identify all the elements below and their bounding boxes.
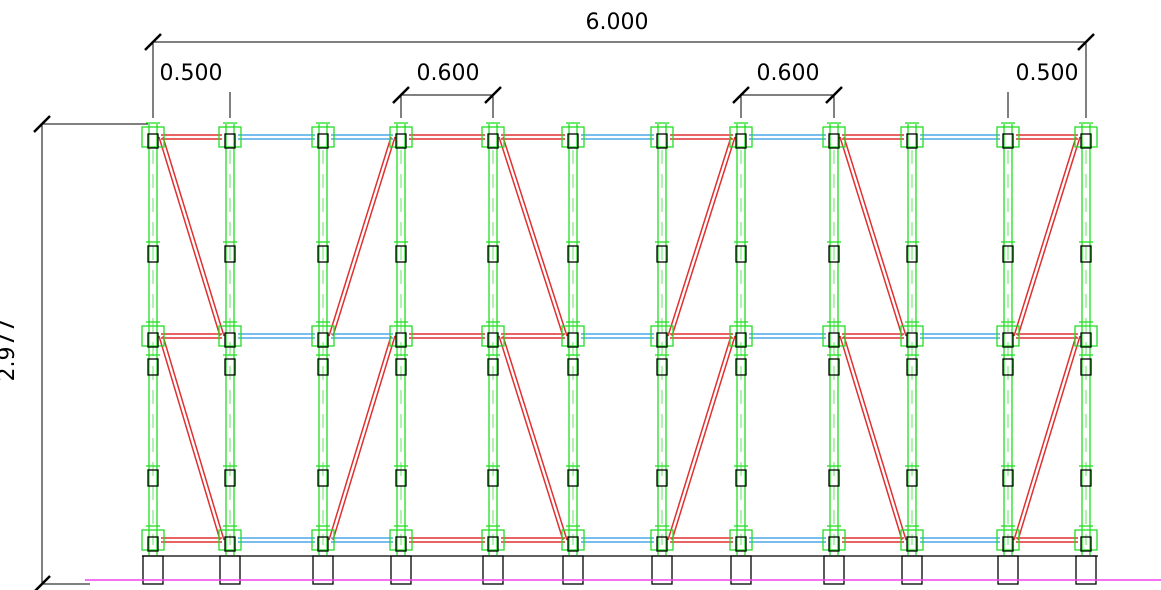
node-coupler <box>997 127 1019 147</box>
ledger <box>331 135 393 139</box>
vertical-post <box>1075 123 1097 555</box>
diagonal-brace <box>329 137 395 336</box>
ledger <box>670 334 733 338</box>
dim-bay-right: 0.500 <box>1016 61 1079 86</box>
diagonal-brace <box>840 137 906 336</box>
ledger <box>842 538 904 542</box>
ledger <box>581 334 654 338</box>
ledger <box>409 334 485 338</box>
ledger <box>501 538 565 542</box>
ledger <box>749 135 826 139</box>
vertical-post <box>142 123 164 555</box>
ledger <box>581 135 654 139</box>
ledger <box>331 538 393 542</box>
diagonal-brace <box>499 137 567 336</box>
ledger <box>409 538 485 542</box>
diagonal-brace <box>329 336 395 540</box>
vertical-post <box>901 123 923 555</box>
vertical-post <box>997 123 1019 555</box>
ledger <box>238 538 315 542</box>
ledger <box>331 334 393 338</box>
ledger <box>161 538 222 542</box>
node-coupler <box>219 127 241 147</box>
diagonal-brace <box>840 336 906 540</box>
ledger <box>670 538 733 542</box>
dim-line-bays <box>153 87 1086 118</box>
ledger <box>581 538 654 542</box>
ledger <box>920 135 1000 139</box>
ledger <box>501 135 565 139</box>
vertical-post <box>219 123 241 555</box>
ledger <box>749 538 826 542</box>
ledger <box>1016 334 1078 338</box>
vertical-posts <box>142 123 1097 555</box>
dim-bay-mid-left: 0.600 <box>417 61 480 86</box>
ledger <box>409 135 485 139</box>
vertical-post <box>390 123 412 555</box>
diagonal-brace <box>499 336 567 540</box>
ledger <box>238 334 315 338</box>
node-coupler <box>562 127 584 147</box>
ledger <box>842 135 904 139</box>
ledger <box>920 334 1000 338</box>
vertical-post <box>562 123 584 555</box>
ledger <box>842 334 904 338</box>
ledger <box>670 135 733 139</box>
diagonal-brace <box>668 137 735 336</box>
dim-line-overall <box>145 34 1094 118</box>
ledger <box>1016 538 1078 542</box>
ledger <box>920 538 1000 542</box>
node-coupler <box>901 127 923 147</box>
dim-bay-mid-right: 0.600 <box>757 61 820 86</box>
vertical-post <box>312 123 334 555</box>
ledger <box>238 135 315 139</box>
dim-height: 2.977 <box>0 319 20 382</box>
dim-line-height <box>34 116 148 590</box>
diagonal-brace <box>1014 336 1080 540</box>
diagonal-brace <box>159 137 224 336</box>
ledgers <box>161 135 1078 542</box>
dim-bay-left: 0.500 <box>160 61 223 86</box>
node-coupler <box>651 127 673 147</box>
ledger <box>501 334 565 338</box>
diagonal-brace <box>159 336 224 540</box>
diagonal-brace <box>1014 137 1080 336</box>
vertical-post <box>823 123 845 555</box>
ledger <box>1016 135 1078 139</box>
ledger <box>749 334 826 338</box>
diagonal-brace <box>668 336 735 540</box>
vertical-post <box>651 123 673 555</box>
dim-overall-width: 6.000 <box>586 10 649 35</box>
node-coupler <box>312 127 334 147</box>
ledger <box>161 135 222 139</box>
ledger <box>161 334 222 338</box>
dimension-lines <box>34 34 1094 590</box>
